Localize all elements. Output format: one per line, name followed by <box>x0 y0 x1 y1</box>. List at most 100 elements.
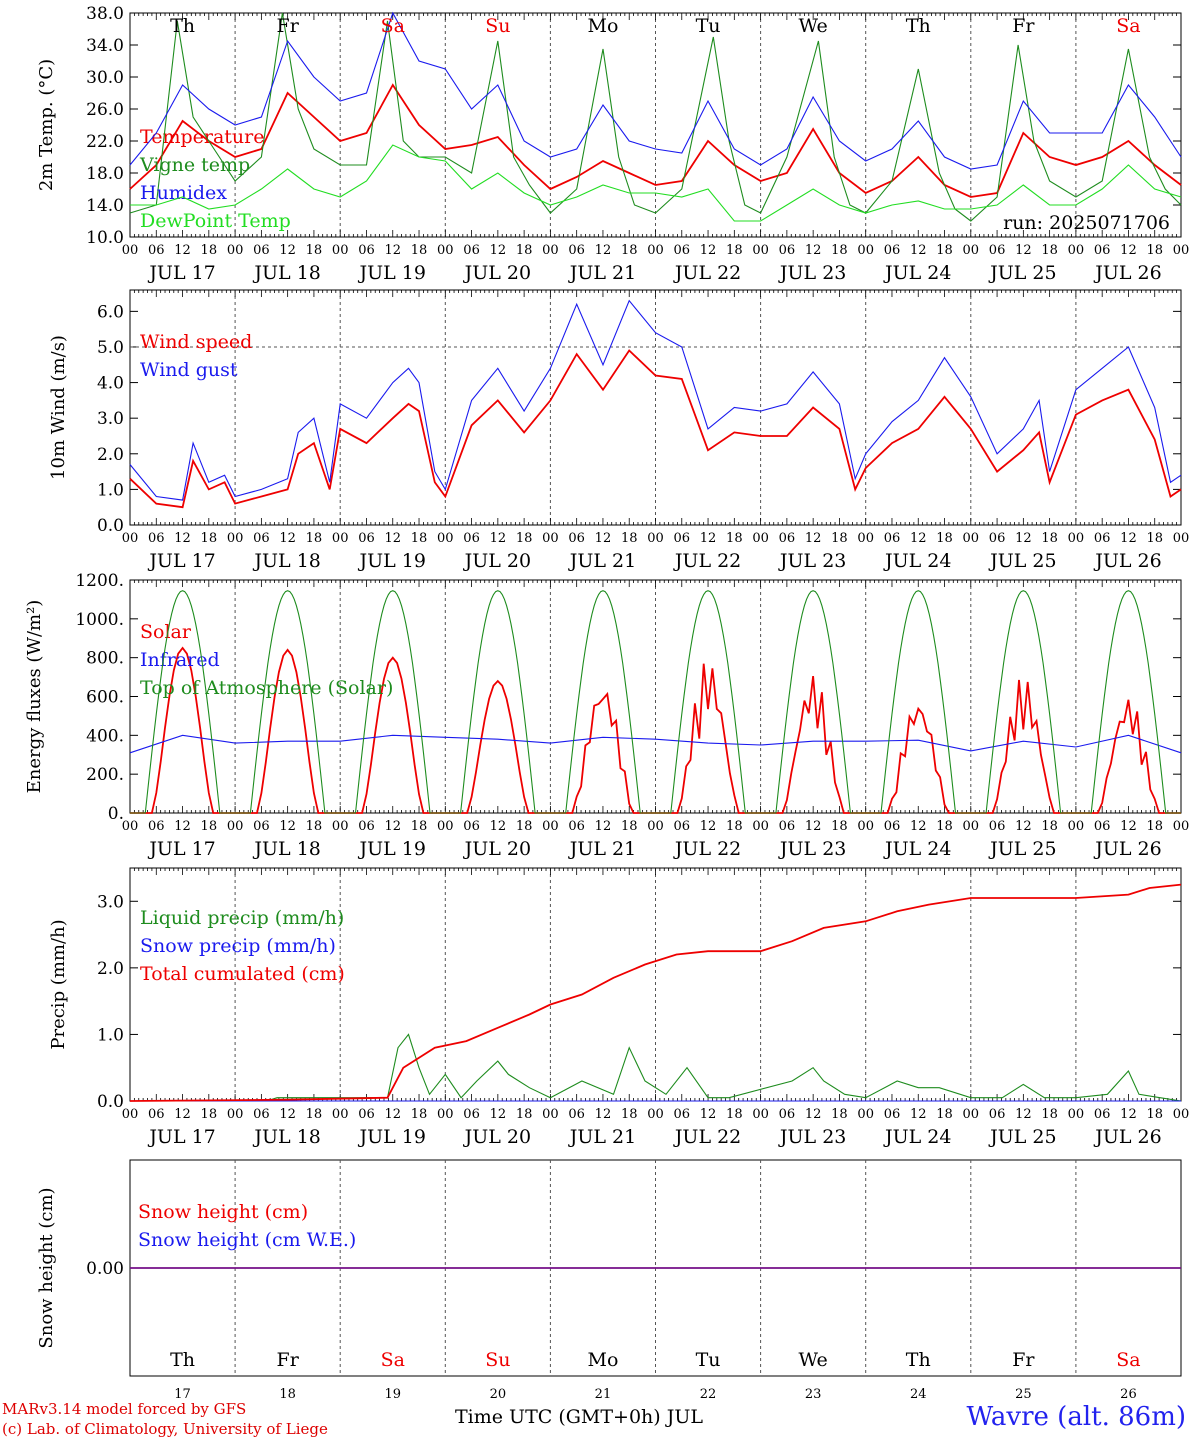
date-label: JUL 23 <box>778 838 846 860</box>
y-tick-label: 18.0 <box>86 164 124 184</box>
date-label: JUL 22 <box>673 550 741 572</box>
hour-tick-label: 06 <box>989 819 1006 834</box>
hour-tick-label: 06 <box>358 1107 375 1122</box>
legend-entry: Wind gust <box>140 359 238 381</box>
hour-tick-label: 18 <box>936 243 953 258</box>
hour-tick-label: 18 <box>621 243 638 258</box>
hour-tick-label: 00 <box>1068 1107 1085 1122</box>
y-axis-label: 2m Temp. (°C) <box>36 59 57 191</box>
hour-tick-label: 12 <box>910 243 927 258</box>
hour-tick-label: 06 <box>1094 1107 1111 1122</box>
hour-tick-label: 00 <box>752 243 769 258</box>
date-label: JUL 25 <box>988 1126 1056 1148</box>
hour-tick-label: 18 <box>1146 1107 1163 1122</box>
y-tick-label: 5.0 <box>97 338 124 358</box>
hour-tick-label: 00 <box>1173 819 1190 834</box>
panel-precip: 00 06 12 18 00 06 12 18 00 06 12 18 00 06 12 18 00 06 12 18… <box>48 867 1189 1148</box>
hour-tick-label: 06 <box>148 1107 165 1122</box>
date-label: JUL 20 <box>463 550 531 572</box>
hour-tick-label: 06 <box>779 531 796 546</box>
hour-tick-label: 12 <box>805 531 822 546</box>
hour-tick-label: 00 <box>857 1107 874 1122</box>
weekday-label: Th <box>906 1349 931 1371</box>
hour-tick-label: 18 <box>516 243 533 258</box>
date-label: JUL 23 <box>778 262 846 284</box>
date-label: JUL 22 <box>673 262 741 284</box>
hour-tick-label: 18 <box>411 819 428 834</box>
day-number-label: 21 <box>595 1387 612 1402</box>
weekday-label: Th <box>906 15 931 37</box>
date-label: JUL 20 <box>463 262 531 284</box>
hour-tick-label: 06 <box>148 531 165 546</box>
weekday-label: Tu <box>696 15 721 37</box>
weekday-label: We <box>799 1349 828 1371</box>
weekday-label: Fr <box>277 1349 300 1371</box>
day-number-label: 18 <box>279 1387 296 1402</box>
hour-tick-label: 00 <box>227 531 244 546</box>
hour-tick-label: 06 <box>463 1107 480 1122</box>
legend-entry: Temperature <box>140 126 264 148</box>
hour-tick-label: 00 <box>437 531 454 546</box>
hour-tick-label: 06 <box>674 819 691 834</box>
hour-tick-label: 12 <box>1015 243 1032 258</box>
hour-tick-label: 12 <box>384 243 401 258</box>
day-number-label: 20 <box>490 1387 507 1402</box>
hour-tick-label: 06 <box>253 243 270 258</box>
hour-tick-label: 00 <box>122 531 139 546</box>
hour-tick-label: 00 <box>122 243 139 258</box>
weekday-label: We <box>799 15 828 37</box>
hour-tick-label: 12 <box>700 531 717 546</box>
hour-tick-label: 12 <box>595 819 612 834</box>
date-label: JUL 17 <box>147 838 215 860</box>
day-number-label: 25 <box>1015 1387 1032 1402</box>
y-tick-label: 38.0 <box>86 4 124 24</box>
hour-tick-label: 00 <box>542 531 559 546</box>
date-label: JUL 19 <box>358 550 426 572</box>
weekday-label: Mo <box>587 15 618 37</box>
y-tick-label: 2.0 <box>97 445 124 465</box>
hour-tick-label: 00 <box>227 819 244 834</box>
hour-tick-label: 06 <box>674 243 691 258</box>
panel-snow: 0.00 Snow height (cm) Snow height (cm) Snow… <box>36 1159 1182 1402</box>
hour-tick-label: 18 <box>831 531 848 546</box>
legend-entry: Humidex <box>140 182 227 204</box>
y-tick-label: 2.0 <box>97 959 124 979</box>
series-line-liquid-precip-mm-h- <box>130 1033 1182 1102</box>
date-label: JUL 24 <box>883 1126 951 1148</box>
day-number-label: 24 <box>910 1387 927 1402</box>
weekday-label: Fr <box>1012 1349 1035 1371</box>
date-label: JUL 26 <box>1093 550 1161 572</box>
series-line-total-cumulated-cm- <box>129 883 1182 1102</box>
hour-tick-label: 12 <box>595 1107 612 1122</box>
hour-tick-label: 18 <box>306 1107 323 1122</box>
hour-tick-label: 06 <box>358 243 375 258</box>
panel-energy: 00 06 12 18 00 06 12 18 00 06 12 18 00 06 12 18 00 06 12 18… <box>24 571 1189 860</box>
y-tick-label: 10.0 <box>86 228 124 248</box>
hour-tick-label: 18 <box>516 531 533 546</box>
y-tick-label: 1000. <box>75 610 124 630</box>
hour-tick-label: 06 <box>463 819 480 834</box>
panel-wind: 00 06 12 18 00 06 12 18 00 06 12 18 00 06 12 18 00 06 12 18… <box>48 289 1189 572</box>
date-label: JUL 21 <box>568 262 636 284</box>
y-tick-label: 1.0 <box>97 480 124 500</box>
legend-entry: Snow height (cm W.E.) <box>138 1229 356 1251</box>
date-label: JUL 17 <box>147 550 215 572</box>
hour-tick-label: 00 <box>227 1107 244 1122</box>
date-label: JUL 26 <box>1093 838 1161 860</box>
day-number-label: 17 <box>174 1387 191 1402</box>
hour-tick-label: 12 <box>595 243 612 258</box>
hour-tick-label: 06 <box>674 531 691 546</box>
hour-tick-label: 12 <box>910 1107 927 1122</box>
weekday-label: Sa <box>381 1349 405 1371</box>
run-annotation: run: 2025071706 <box>1003 212 1170 234</box>
hour-tick-label: 18 <box>411 1107 428 1122</box>
model-credit: MARv3.14 model forced by GFS <box>2 1400 247 1418</box>
date-label: JUL 18 <box>252 262 320 284</box>
date-label: JUL 24 <box>883 262 951 284</box>
y-axis-label: 10m Wind (m/s) <box>48 335 69 480</box>
hour-tick-label: 06 <box>989 1107 1006 1122</box>
hour-tick-label: 18 <box>306 243 323 258</box>
hour-tick-label: 12 <box>384 531 401 546</box>
hour-tick-label: 00 <box>122 1107 139 1122</box>
y-tick-label: 0.0 <box>97 1092 124 1112</box>
